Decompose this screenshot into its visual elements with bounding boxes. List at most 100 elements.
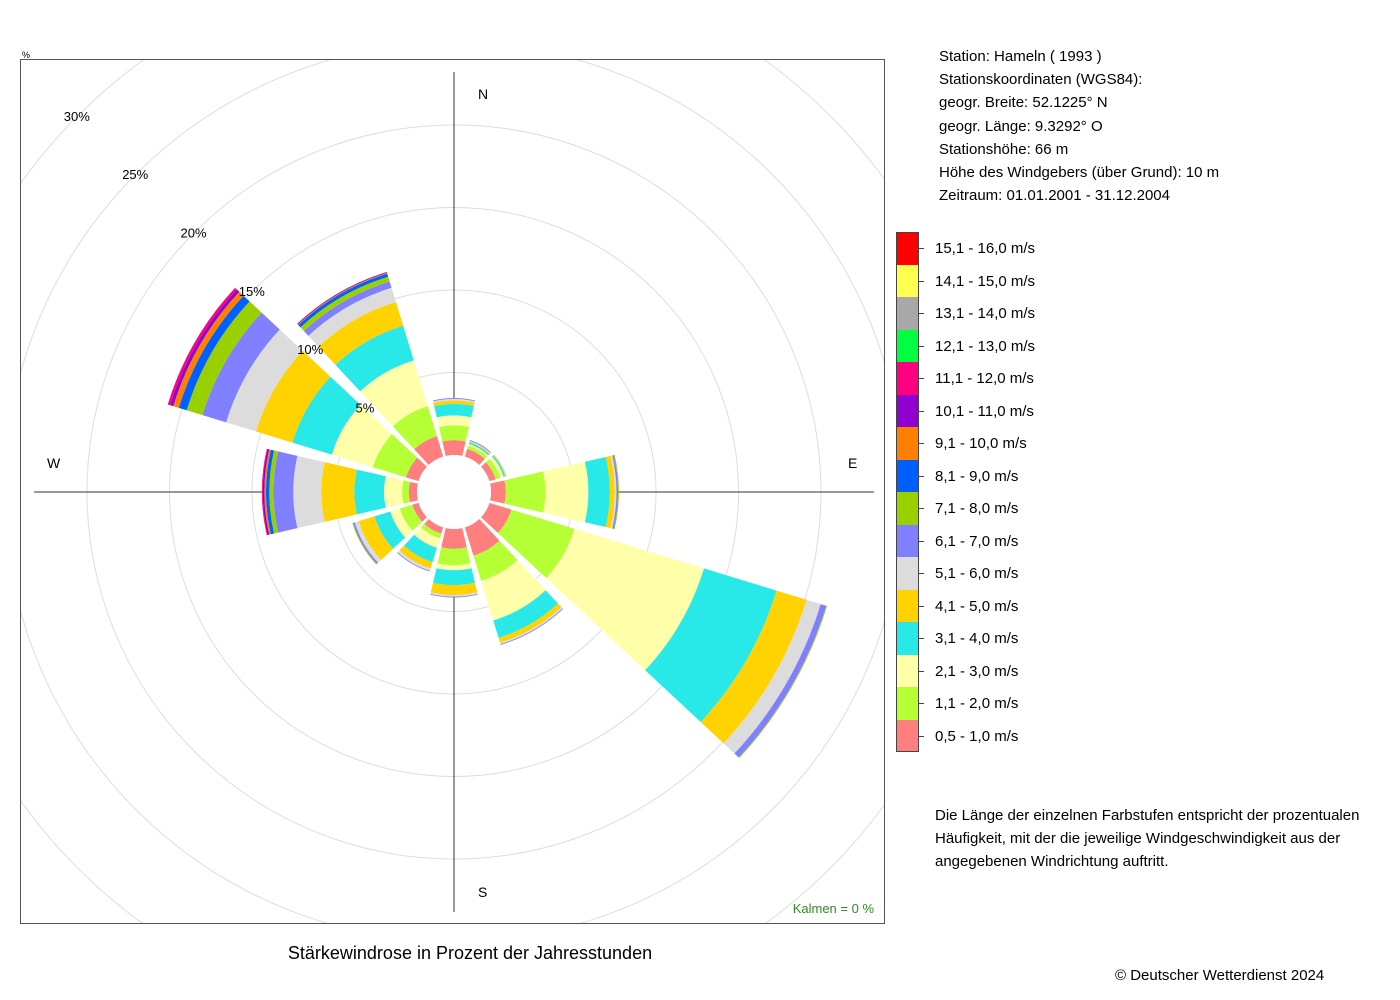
- legend-swatch-class-5: [896, 589, 919, 622]
- legend-label-class-7: 6,1 - 7,0 m/s: [935, 532, 1019, 550]
- station-name: Station: Hameln ( 1993 ): [939, 48, 1102, 65]
- sector-180-class-1: [441, 528, 467, 549]
- sector-90-class-3: [543, 461, 589, 523]
- sector-180-class-3: [436, 563, 472, 571]
- legend-swatch-class-4: [896, 622, 919, 655]
- sector-300-class-5: [256, 350, 331, 443]
- sector-330-class-5: [318, 301, 404, 365]
- sector-270-class-1: [408, 481, 418, 503]
- sector-0-class-1: [442, 440, 466, 456]
- sector-330-class-3: [360, 360, 428, 427]
- legend-swatch-class-16: [896, 232, 919, 265]
- sector-30-class-6: [469, 440, 491, 454]
- sector-60-class-4: [491, 455, 506, 477]
- legend-tick: [919, 345, 924, 347]
- sector-30-class-7: [469, 440, 492, 453]
- direction-label-e: E: [848, 455, 857, 471]
- sector-60-class-2: [485, 458, 501, 480]
- ring-label-30: 30%: [64, 109, 90, 124]
- sector-270-class-3: [383, 476, 404, 508]
- sector-270-class-6: [293, 455, 325, 529]
- sector-300-class-11: [170, 289, 240, 407]
- legend-swatch-class-7: [896, 524, 919, 557]
- legend-label-class-13: 12,1 - 13,0 m/s: [935, 337, 1036, 355]
- legend-label-class-1: 0,5 - 1,0 m/s: [935, 727, 1019, 745]
- legend-label-class-11: 10,1 - 11,0 m/s: [935, 402, 1034, 420]
- sector-210-class-6: [397, 550, 431, 571]
- sector-300-class-1: [405, 457, 427, 482]
- sector-180-class-7: [430, 593, 478, 598]
- sector-300-class-9: [178, 295, 250, 411]
- legend-label-class-14: 13,1 - 14,0 m/s: [935, 305, 1036, 322]
- legend-label-class-9: 8,1 - 9,0 m/s: [935, 467, 1019, 485]
- legend-swatch-class-8: [896, 492, 919, 525]
- sector-270-class-10: [264, 449, 271, 535]
- sector-30-class-2: [467, 445, 488, 459]
- ring-label-5: 5%: [356, 401, 375, 416]
- sector-240-class-6: [354, 521, 382, 563]
- sector-150-class-1: [464, 519, 500, 556]
- sector-120-class-4: [645, 568, 777, 723]
- sector-240-class-2: [399, 504, 423, 531]
- sector-240-class-1: [412, 502, 427, 522]
- ring-label-10: 10%: [297, 342, 323, 357]
- legend-label-class-4: 3,1 - 4,0 m/s: [935, 630, 1019, 647]
- sector-120-class-3: [546, 528, 704, 671]
- station-latitude: geogr. Breite: 52.1225° N: [939, 94, 1108, 112]
- wind-rose-chart: 5% 10% 15% 20% 25% 30% N E S W Kalmen = 0 %: [21, 60, 884, 923]
- calm-label: Kalmen = 0 %: [793, 901, 875, 916]
- sector-150-class-5: [498, 603, 562, 643]
- sector-0-class-7: [432, 398, 476, 402]
- sector-240-class-3: [390, 508, 413, 538]
- legend-tick: [919, 508, 924, 509]
- sector-30-class-4: [468, 442, 490, 456]
- legend-tick: [919, 280, 924, 282]
- sector-300-class-6: [226, 329, 303, 432]
- wind-rose-frame: 5% 10% 15% 20% 25% 30% N E S W Kalmen = 0 %: [20, 59, 885, 924]
- legend-tick: [919, 378, 924, 379]
- legend-tick: [919, 540, 924, 542]
- sector-210-class-3: [414, 527, 440, 548]
- direction-label-s: S: [478, 884, 487, 900]
- legend-tick: [919, 313, 924, 314]
- sector-90-class-4: [584, 456, 610, 528]
- copyright: © Deutscher Wetterdienst 2024: [1115, 967, 1325, 984]
- legend-tick: [919, 410, 924, 412]
- explanation-note: Die Länge der einzelnen Farbstufen entsp…: [935, 807, 1360, 870]
- sector-90-class-6: [610, 455, 617, 529]
- sector-300-class-10: [173, 291, 244, 408]
- legend-swatch-class-3: [896, 654, 919, 687]
- sector-90-class-1: [490, 480, 506, 504]
- legend-swatch-class-12: [896, 362, 919, 395]
- sector-330-class-7: [303, 281, 392, 336]
- direction-label-n: N: [478, 86, 488, 102]
- sensor-height: Höhe des Windgebers (über Grund): 10 m: [939, 164, 1220, 182]
- sector-330-class-4: [335, 325, 414, 392]
- legend-label-class-15: 14,1 - 15,0 m/s: [935, 272, 1036, 290]
- station-longitude: geogr. Länge: 9.3292° O: [939, 117, 1103, 135]
- legend-tick: [919, 703, 924, 704]
- sector-0-class-5: [433, 400, 475, 407]
- legend-label-class-2: 1,1 - 2,0 m/s: [935, 695, 1019, 712]
- sector-30-class-1: [464, 448, 485, 465]
- sector-300-class-2: [372, 434, 418, 478]
- sector-270-class-2: [402, 480, 410, 504]
- sector-240-class-5: [358, 516, 394, 560]
- legend-label-class-12: 11,1 - 12,0 m/s: [935, 370, 1034, 387]
- legend-tick: [919, 638, 924, 639]
- sector-270-class-8: [269, 450, 279, 534]
- sector-120-class-5: [700, 590, 807, 744]
- station-coords-title: Stationskoordinaten (WGS84):: [939, 71, 1143, 89]
- sector-90-class-5: [605, 455, 615, 529]
- legend-tick: [919, 248, 924, 249]
- chart-title: Stärkewindrose in Prozent der Jahresstun…: [287, 943, 653, 963]
- legend-label-class-5: 4,1 - 5,0 m/s: [935, 597, 1019, 615]
- sector-60-class-3: [489, 456, 504, 478]
- legend-label-class-6: 5,1 - 6,0 m/s: [935, 565, 1019, 582]
- legend-swatch-class-6: [896, 557, 919, 590]
- sector-90-class-2: [504, 471, 546, 513]
- sector-30-class-5: [469, 441, 490, 455]
- sector-0-class-3: [436, 415, 472, 428]
- sector-270-class-11: [262, 448, 270, 536]
- sector-0-class-4: [434, 403, 474, 418]
